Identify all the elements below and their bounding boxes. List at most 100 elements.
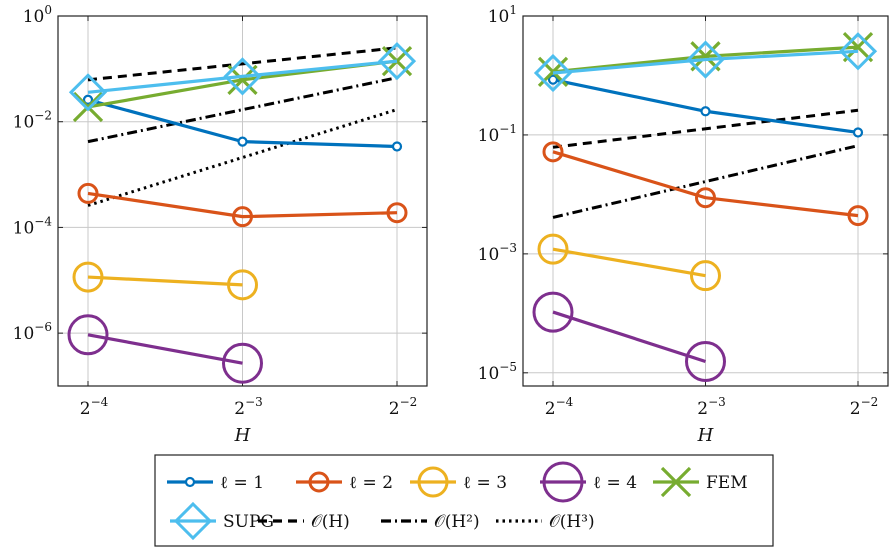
axes: 2−4 2−3 2−2 100 10−2 10−4 10−6 H — [13, 3, 427, 446]
series-line-oh3 — [87, 108, 398, 207]
legend-item-fem: FEM — [653, 466, 748, 498]
data-point-fem — [842, 31, 874, 63]
data-point-supg — [686, 40, 725, 79]
legend-item-supg: SUPG — [170, 501, 274, 541]
data-point-l4 — [685, 340, 726, 382]
legend-item-l1: ℓ = 1 — [167, 473, 264, 493]
data-point-l2 — [77, 182, 99, 204]
series-line-l2 — [87, 191, 398, 219]
data-point-l1 — [391, 141, 403, 152]
legend-label: 𝒪(H²) — [434, 512, 480, 532]
grid — [58, 15, 427, 386]
plot-panel-2: 2−4 2−3 2−2 101 10−1 10−3 10−5 H — [478, 3, 889, 446]
data-point-supg — [377, 42, 417, 81]
series-oh3 — [87, 108, 398, 207]
series-line-l4 — [87, 333, 243, 365]
data-point-l4 — [532, 291, 574, 333]
legend-label: SUPG — [223, 512, 274, 532]
data-point-l1 — [237, 136, 248, 147]
legend-marker — [173, 501, 213, 541]
legend-item-oh3: 𝒪(H³) — [496, 512, 595, 532]
series-oh2 — [552, 144, 859, 219]
legend: ℓ = 1 ℓ = 2 ℓ = 3 ℓ = 4 FEM SUPG 𝒪(H) 𝒪(H²) 𝒪(H³… — [154, 454, 774, 547]
series-supg — [533, 32, 878, 93]
legend-label: 𝒪(H) — [311, 512, 350, 532]
legend-label: ℓ = 2 — [349, 473, 393, 493]
legend-label: ℓ = 3 — [463, 473, 507, 493]
series-line-oh2 — [87, 76, 398, 144]
data-point-l4 — [222, 342, 263, 384]
y-tick-label: 10−4 — [13, 214, 53, 238]
y-tick-label: 10−5 — [478, 360, 517, 384]
x-tick-label: 2−4 — [545, 395, 574, 419]
series-l3 — [537, 233, 721, 292]
legend-item-oh2: 𝒪(H²) — [381, 512, 480, 532]
data-point-l2 — [386, 202, 408, 224]
y-tick-label: 10−2 — [13, 109, 52, 133]
y-tick-label: 10−6 — [13, 320, 52, 344]
data-point-l3 — [690, 260, 721, 292]
data-point-l2 — [847, 205, 869, 227]
series-line-supg — [87, 59, 398, 94]
legend-item-l4: ℓ = 4 — [540, 461, 637, 503]
legend-marker — [184, 476, 196, 488]
data-point-l4 — [67, 314, 109, 356]
data-point-supg — [68, 73, 108, 112]
series-line-oh — [552, 108, 859, 149]
data-point-l2 — [232, 206, 253, 228]
series-line-oh — [87, 46, 398, 82]
x-tick-label: 2−2 — [389, 395, 418, 419]
legend-item-oh: 𝒪(H) — [258, 512, 350, 532]
data-point-l1 — [852, 127, 864, 138]
data-point-supg — [838, 32, 878, 71]
series-line-l3 — [87, 275, 243, 287]
legend-marker — [308, 471, 330, 493]
series-line-oh2 — [552, 144, 859, 219]
data-point-fem — [72, 91, 104, 123]
y-tick-label: 10−1 — [478, 122, 517, 146]
legend-label: 𝒪(H³) — [549, 512, 595, 532]
data-point-l3 — [537, 233, 569, 265]
x-tick-label: 2−3 — [697, 395, 726, 419]
y-tick-label: 100 — [23, 3, 52, 27]
legend-marker — [417, 466, 449, 498]
series-line-l4 — [552, 310, 706, 364]
data-point-l3 — [227, 269, 258, 301]
data-point-l1 — [547, 74, 559, 85]
x-tick-label: 2−2 — [850, 395, 879, 419]
series-l1 — [82, 94, 403, 152]
series-supg — [68, 42, 417, 112]
y-tick-label: 10−3 — [478, 241, 517, 265]
data-point-l1 — [82, 94, 94, 105]
series-oh — [552, 108, 859, 149]
x-tick-label: 2−3 — [234, 395, 263, 419]
x-tick-label: 2−4 — [80, 395, 109, 419]
legend-item-l3: ℓ = 3 — [410, 466, 507, 498]
legend-label: ℓ = 4 — [593, 473, 637, 493]
series-oh — [87, 46, 398, 82]
data-point-supg — [223, 57, 262, 96]
legend-item-l2: ℓ = 2 — [296, 471, 393, 493]
data-point-l2 — [542, 141, 564, 163]
series-line-supg — [552, 49, 859, 75]
data-point-l2 — [695, 187, 716, 209]
data-point-l1 — [700, 106, 711, 117]
x-axis-label: H — [234, 425, 251, 446]
data-point-l3 — [72, 261, 104, 293]
legend-label: ℓ = 1 — [220, 473, 264, 493]
series-l2 — [542, 141, 869, 227]
legend-marker — [542, 461, 584, 503]
legend-box — [154, 454, 774, 547]
series-l4 — [67, 314, 263, 384]
legend-marker — [660, 466, 692, 498]
y-tick-label: 101 — [488, 3, 517, 27]
series-l1 — [547, 74, 864, 138]
series-l4 — [532, 291, 726, 382]
x-axis-label: H — [697, 425, 714, 446]
data-point-supg — [533, 53, 573, 93]
series-line-l3 — [552, 247, 706, 278]
series-line-l2 — [552, 150, 859, 218]
series-l3 — [72, 261, 258, 301]
legend-label: FEM — [706, 473, 748, 493]
